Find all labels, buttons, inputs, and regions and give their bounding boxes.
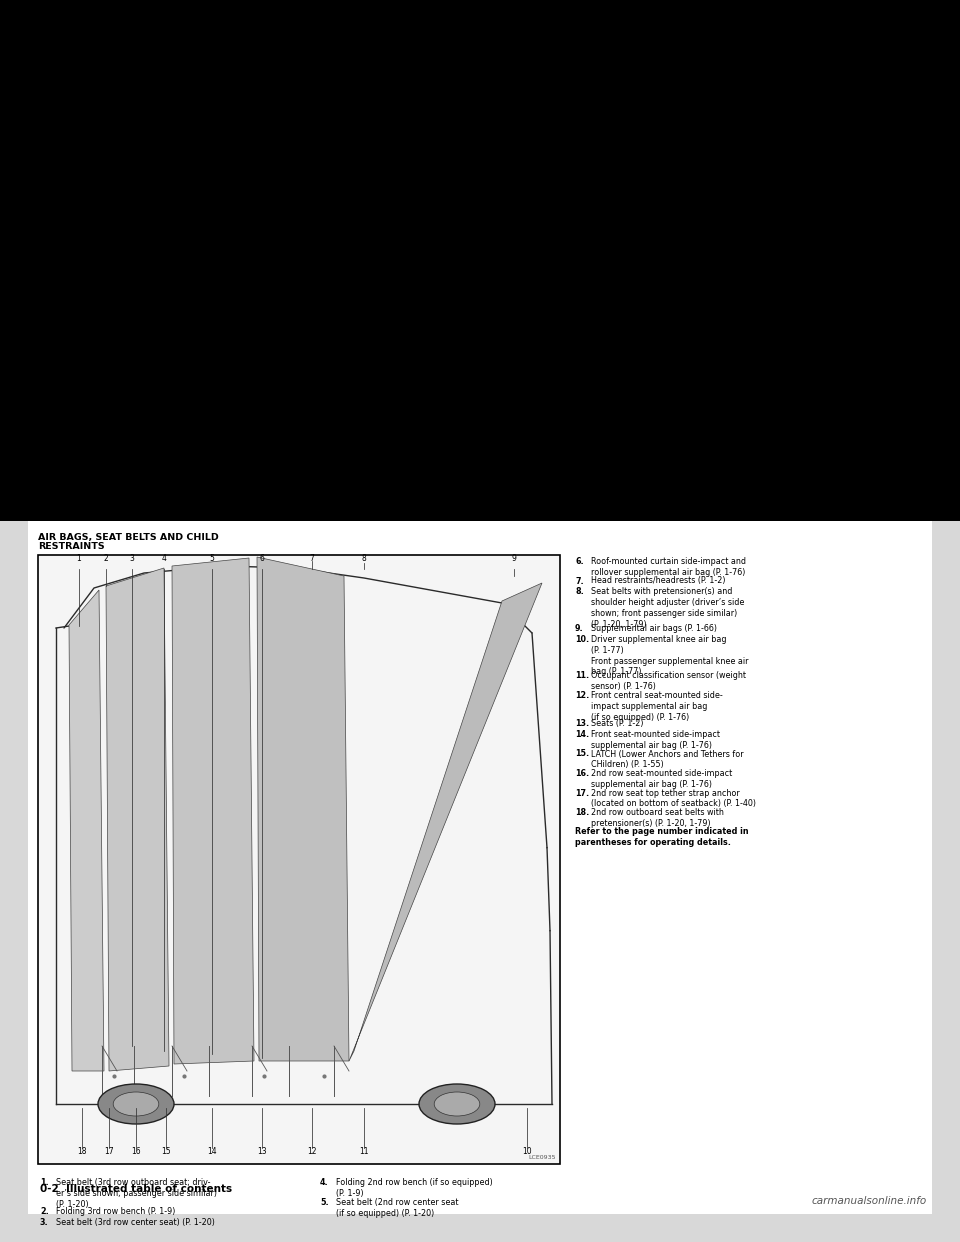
Text: 12: 12 [307,1148,317,1156]
Text: 3: 3 [130,554,134,563]
Text: Occupant classification sensor (weight
sensor) (P. 1-76): Occupant classification sensor (weight s… [591,672,746,692]
Polygon shape [69,590,104,1071]
Text: 4: 4 [161,554,166,563]
Text: 9: 9 [512,554,516,563]
Bar [0,520,960,1242]
Text: 8.: 8. [575,587,584,596]
Text: 17.: 17. [575,789,589,797]
Text: Seats (P. 1-2): Seats (P. 1-2) [591,719,643,728]
Text: Seat belt (3rd row outboard seat; driv-
er’s side shown; passenger side similar): Seat belt (3rd row outboard seat; driv- … [56,1177,217,1208]
Text: carmanualsonline.info: carmanualsonline.info [812,1196,927,1206]
Text: 0-2  Illustrated table of contents: 0-2 Illustrated table of contents [40,1184,232,1194]
Text: 2: 2 [104,554,108,563]
Text: Refer to the page number indicated in
parentheses for operating details.: Refer to the page number indicated in pa… [575,827,749,847]
Text: 5: 5 [209,554,214,563]
Text: Seat belt (2nd row center seat
(if so equipped) (P. 1-20): Seat belt (2nd row center seat (if so eq… [336,1199,459,1217]
Bar [0,0,960,520]
Text: 3.: 3. [40,1218,49,1227]
Text: 10.: 10. [575,635,589,645]
Text: 12.: 12. [575,691,589,700]
Text: LCE0935: LCE0935 [529,1155,556,1160]
Text: Seat belt (3rd row center seat) (P. 1-20): Seat belt (3rd row center seat) (P. 1-20… [56,1218,215,1227]
Text: 9.: 9. [575,623,584,633]
Bar [28,520,932,1213]
Ellipse shape [113,1092,158,1117]
Text: 15: 15 [161,1148,171,1156]
Text: 7.: 7. [575,576,584,585]
Polygon shape [257,556,349,1061]
Text: LATCH (Lower Anchors and Tethers for
CHildren) (P. 1-55): LATCH (Lower Anchors and Tethers for CHi… [591,749,744,769]
Text: 10: 10 [522,1148,532,1156]
Text: Driver supplemental knee air bag
(P. 1-77)
Front passenger supplemental knee air: Driver supplemental knee air bag (P. 1-7… [591,635,749,676]
Text: 6.: 6. [575,556,584,566]
Text: 13.: 13. [575,719,589,728]
Text: Roof-mounted curtain side-impact and
rollover supplemental air bag (P. 1-76): Roof-mounted curtain side-impact and rol… [591,556,746,576]
Text: 16.: 16. [575,769,589,777]
Text: Folding 3rd row bench (P. 1-9): Folding 3rd row bench (P. 1-9) [56,1206,176,1216]
Ellipse shape [98,1084,174,1124]
Text: 18: 18 [77,1148,86,1156]
Text: 2nd row outboard seat belts with
pretensioner(s) (P. 1-20, 1-79): 2nd row outboard seat belts with pretens… [591,809,724,827]
Text: 2nd row seat-mounted side-impact
supplemental air bag (P. 1-76): 2nd row seat-mounted side-impact supplem… [591,769,732,789]
Text: 5.: 5. [320,1199,328,1207]
Ellipse shape [419,1084,495,1124]
Text: Seat belts with pretensioner(s) and
shoulder height adjuster (driver’s side
show: Seat belts with pretensioner(s) and shou… [591,587,744,628]
Text: AIR BAGS, SEAT BELTS AND CHILD: AIR BAGS, SEAT BELTS AND CHILD [38,533,219,542]
Text: 11: 11 [359,1148,369,1156]
Text: 2nd row seat top tether strap anchor
(located on bottom of seatback) (P. 1-40): 2nd row seat top tether strap anchor (lo… [591,789,756,809]
Polygon shape [349,582,542,1061]
Polygon shape [106,568,169,1071]
Text: 17: 17 [105,1148,114,1156]
Text: Supplemental air bags (P. 1-66): Supplemental air bags (P. 1-66) [591,623,717,633]
Text: Head restraints/headrests (P. 1-2): Head restraints/headrests (P. 1-2) [591,576,726,585]
Text: Folding 2nd row bench (if so equipped)
(P. 1-9): Folding 2nd row bench (if so equipped) (… [336,1177,492,1197]
Text: 11.: 11. [575,672,589,681]
Text: 8: 8 [362,554,367,563]
Text: 1.: 1. [40,1177,49,1187]
Text: RESTRAINTS: RESTRAINTS [38,542,105,551]
Ellipse shape [434,1092,480,1117]
Bar [38,555,560,1164]
Text: 6: 6 [259,554,264,563]
Text: 7: 7 [309,554,315,563]
Text: 18.: 18. [575,809,589,817]
Polygon shape [172,558,254,1064]
Text: Front seat-mounted side-impact
supplemental air bag (P. 1-76): Front seat-mounted side-impact supplemen… [591,730,720,750]
Text: Front central seat-mounted side-
impact supplemental air bag
(if so equipped) (P: Front central seat-mounted side- impact … [591,691,723,722]
Text: 14.: 14. [575,730,589,739]
Text: 14: 14 [207,1148,217,1156]
Text: 13: 13 [257,1148,267,1156]
Text: 2.: 2. [40,1206,49,1216]
Text: 4.: 4. [320,1177,328,1187]
Text: 16: 16 [132,1148,141,1156]
Text: 1: 1 [77,554,82,563]
Text: 15.: 15. [575,749,589,759]
